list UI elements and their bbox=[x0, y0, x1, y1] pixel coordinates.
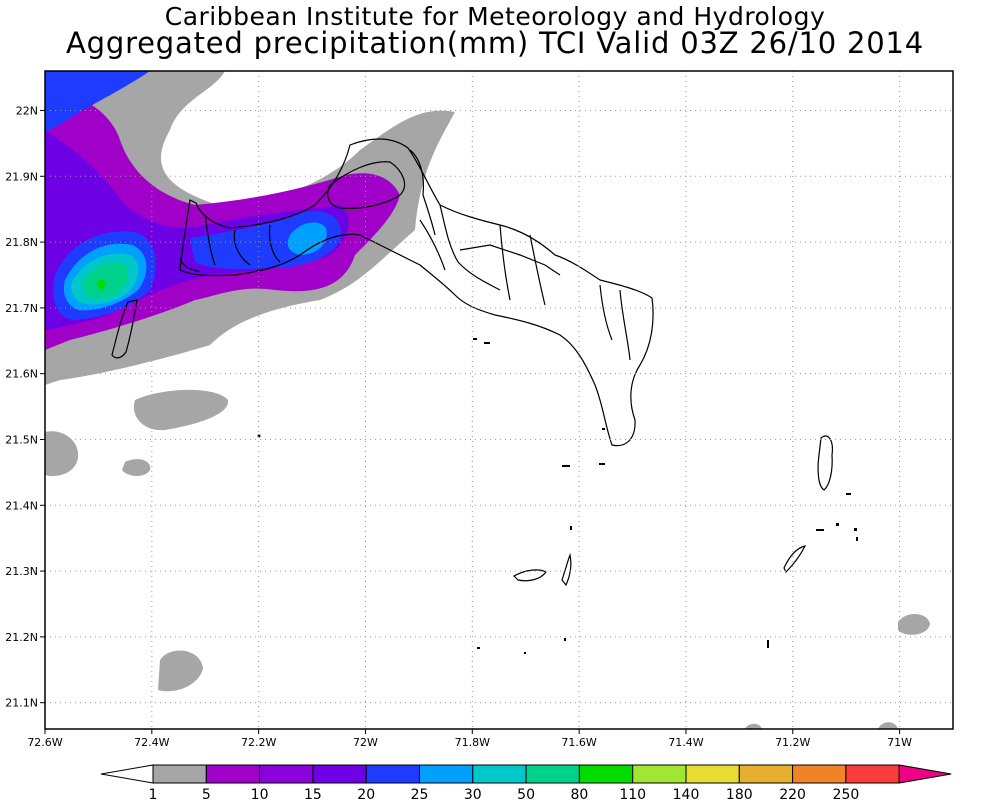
colorbar-swatch bbox=[578, 764, 634, 784]
colorbar-label: 10 bbox=[251, 787, 269, 800]
colorbar-swatch bbox=[792, 764, 847, 784]
lat-tick-label: 21.2N bbox=[5, 631, 38, 644]
colorbar-label: 140 bbox=[673, 787, 700, 800]
colorbar-swatch bbox=[259, 764, 314, 784]
precip-band-50-80mm bbox=[96, 278, 106, 291]
lat-tick-label: 21.9N bbox=[5, 170, 38, 183]
colorbar-swatch bbox=[525, 764, 580, 784]
colorbar-swatch bbox=[419, 764, 474, 784]
lon-tick-label: 71.2W bbox=[775, 736, 810, 749]
colorbar-label: 50 bbox=[517, 787, 535, 800]
lat-tick-label: 21.7N bbox=[5, 302, 38, 315]
colorbar-label: 30 bbox=[464, 787, 482, 800]
coastline-outline bbox=[111, 138, 833, 587]
map-title-line1: Caribbean Institute for Meteorology and … bbox=[164, 2, 826, 31]
map-axes: 72.6W 72.4W 72.2W 72W 71.8W 71.6W 71.4W 71.2W 71… bbox=[5, 104, 912, 749]
lon-tick-label: 72.2W bbox=[241, 736, 276, 749]
colorbar-swatch bbox=[472, 764, 527, 784]
lat-tick-label: 22N bbox=[16, 104, 38, 117]
colorbar-label: 15 bbox=[304, 787, 322, 800]
colorbar-over-arrow bbox=[898, 764, 952, 784]
colorbar-label: 180 bbox=[726, 787, 753, 800]
precip-band-30-50mm bbox=[82, 262, 129, 299]
lon-tick-label: 71.8W bbox=[455, 736, 490, 749]
precip-band-1-5mm bbox=[45, 71, 930, 729]
colorbar-label: 5 bbox=[202, 787, 211, 800]
colorbar-swatch bbox=[738, 764, 794, 784]
lat-tick-label: 21.4N bbox=[5, 499, 38, 512]
lat-tick-label: 21.1N bbox=[5, 697, 38, 710]
lon-tick-label: 72.6W bbox=[27, 736, 62, 749]
lon-tick-label: 71W bbox=[887, 736, 912, 749]
colorbar-swatch bbox=[632, 764, 687, 784]
lat-tick-label: 21.6N bbox=[5, 368, 38, 381]
lon-tick-label: 71.6W bbox=[561, 736, 596, 749]
small-cays bbox=[257, 338, 858, 654]
colorbar-swatch bbox=[685, 764, 740, 784]
lon-tick-label: 72W bbox=[353, 736, 378, 749]
colorbar-swatch bbox=[152, 764, 207, 784]
precip-band-15-20mm bbox=[45, 71, 150, 132]
map-frame bbox=[44, 70, 954, 730]
colorbar: 1 5 10 15 20 25 30 50 80 110 140 180 220 250 bbox=[100, 764, 952, 800]
colorbar-swatch bbox=[205, 764, 261, 784]
lat-tick-label: 21.3N bbox=[5, 565, 38, 578]
colorbar-swatch bbox=[365, 764, 421, 784]
colorbar-swatch bbox=[845, 764, 900, 784]
colorbar-swatch bbox=[312, 764, 367, 784]
lat-tick-label: 21.5N bbox=[5, 433, 38, 446]
lat-tick-label: 21.8N bbox=[5, 236, 38, 249]
colorbar-label: 1 bbox=[149, 787, 158, 800]
map-title-line2: Aggregated precipitation(mm) TCI Valid 0… bbox=[66, 26, 924, 60]
lon-tick-label: 71.4W bbox=[668, 736, 703, 749]
precipitation-field bbox=[45, 71, 930, 729]
colorbar-label: 25 bbox=[411, 787, 429, 800]
colorbar-label: 250 bbox=[833, 787, 860, 800]
colorbar-label: 80 bbox=[570, 787, 588, 800]
colorbar-label: 110 bbox=[619, 787, 646, 800]
precip-band-20-25mm-central bbox=[287, 222, 327, 255]
colorbar-label: 20 bbox=[357, 787, 375, 800]
colorbar-under-arrow bbox=[100, 764, 154, 784]
lon-tick-label: 72.4W bbox=[134, 736, 169, 749]
colorbar-label: 220 bbox=[779, 787, 806, 800]
